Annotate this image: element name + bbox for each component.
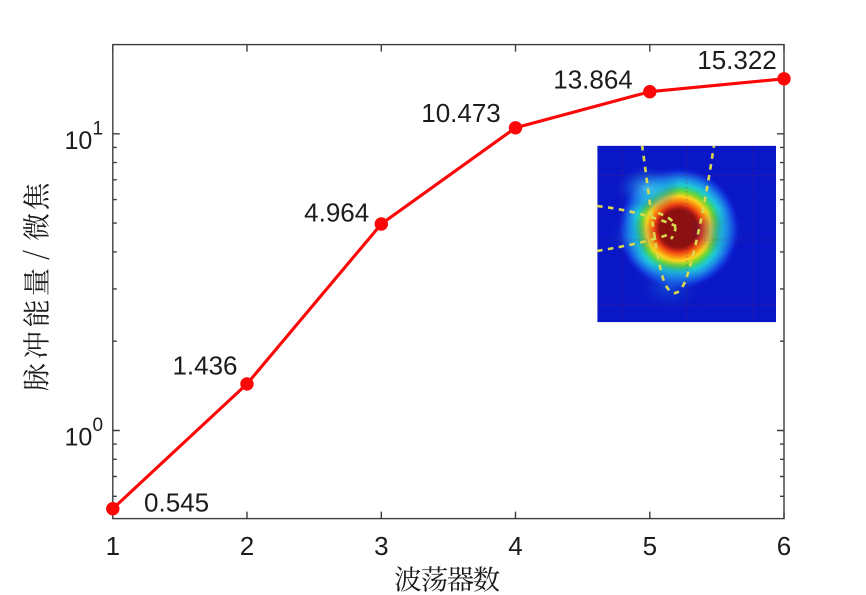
svg-text:15.322: 15.322: [697, 45, 777, 75]
svg-text:1.436: 1.436: [172, 350, 237, 380]
svg-text:13.864: 13.864: [553, 64, 633, 94]
svg-text:2: 2: [240, 531, 254, 561]
svg-text:4: 4: [508, 531, 522, 561]
svg-text:10: 10: [65, 127, 93, 155]
svg-text:0.545: 0.545: [144, 487, 209, 517]
svg-text:1: 1: [106, 531, 120, 561]
svg-text:5: 5: [643, 531, 657, 561]
svg-text:10.473: 10.473: [421, 98, 501, 128]
svg-text:10: 10: [65, 424, 93, 452]
svg-text:4.964: 4.964: [304, 197, 369, 227]
svg-text:0: 0: [93, 415, 104, 436]
svg-text:1: 1: [93, 118, 104, 139]
svg-text:3: 3: [374, 531, 388, 561]
svg-text:6: 6: [777, 531, 791, 561]
